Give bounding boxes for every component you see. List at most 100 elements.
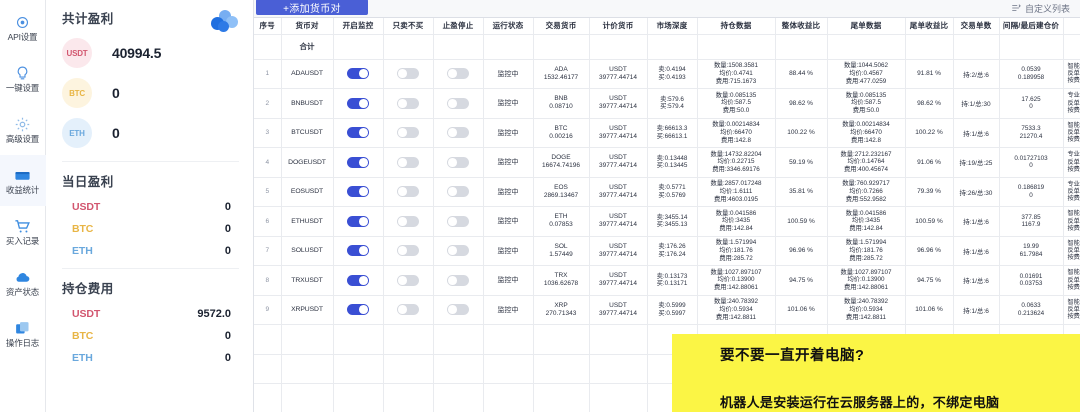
tp-stop-toggle[interactable] <box>447 68 469 80</box>
row-pair[interactable]: BNBUSDT <box>281 88 334 119</box>
col-market-depth[interactable]: 市场深度 <box>647 18 698 35</box>
sidebar-item-one-key-settings[interactable]: 一键设置 <box>0 53 46 104</box>
row-run-status: 监控中 <box>483 118 534 148</box>
row-trade-coin: SOL 1.57449 <box>533 236 590 266</box>
table-row[interactable]: 1 ADAUSDT 监控中 ADA 1532.46177 USDT 39777.44… <box>254 59 1080 89</box>
custom-list-button[interactable]: 自定义列表 <box>1011 2 1070 15</box>
sell-only-toggle[interactable] <box>397 274 419 286</box>
row-sell-only-toggle-cell <box>383 206 434 237</box>
col-pair[interactable]: 货币对 <box>281 18 334 35</box>
monitor-toggle[interactable] <box>347 127 369 139</box>
col-setting-mode[interactable]: 设置模 <box>1063 18 1080 35</box>
monitor-toggle[interactable] <box>347 215 369 227</box>
sidebar-rail: API设置 一键设置 高级设置 <box>0 0 46 412</box>
tp-stop-toggle[interactable] <box>447 127 469 139</box>
row-index: 7 <box>254 236 282 266</box>
row-run-status: 监控中 <box>483 147 534 178</box>
sell-only-toggle[interactable] <box>397 68 419 80</box>
sidebar-item-advanced-settings[interactable]: 高级设置 <box>0 104 46 155</box>
col-order-count[interactable]: 交易单数 <box>953 18 1000 35</box>
row-pair[interactable]: XRPUSDT <box>281 295 334 325</box>
sell-only-toggle[interactable] <box>397 97 419 109</box>
sidebar-item-api-settings[interactable]: API设置 <box>0 2 46 53</box>
col-tp-stop[interactable]: 止盈停止 <box>433 18 484 35</box>
row-total-ratio: 35.81 % <box>775 177 828 207</box>
row-pair[interactable]: TRXUSDT <box>281 265 334 296</box>
sell-only-toggle[interactable] <box>397 156 419 168</box>
row-pair[interactable]: ADAUSDT <box>281 59 334 89</box>
row-tp-stop-toggle-cell <box>433 59 484 89</box>
table-row[interactable]: 2 BNBUSDT 监控中 BNB 0.08710 USDT 39777.44714… <box>254 88 1080 119</box>
monitor-toggle[interactable] <box>347 156 369 168</box>
sidebar-item-operation-log[interactable]: 操作日志 <box>0 308 46 359</box>
row-tp-stop-toggle-cell <box>433 265 484 296</box>
row-trade-coin: ETH 0.07853 <box>533 206 590 237</box>
today-profit-card: 当日盈利 USDT 0 BTC 0 ETH 0 <box>62 162 239 269</box>
row-gap-last-price: 377.85 1167.9 <box>999 206 1064 237</box>
holding-cost-card: 持仓费用 USDT 9572.0 BTC 0 ETH 0 <box>62 269 239 375</box>
monitor-toggle[interactable] <box>347 304 369 316</box>
col-holding-data[interactable]: 持仓数据 <box>697 18 776 35</box>
table-row[interactable]: 3 BTCUSDT 监控中 BTC 0.00216 USDT 39777.44714… <box>254 118 1080 148</box>
table-row[interactable]: 4 DOGEUSDT 监控中 DOGE 16674.74196 USDT 39777… <box>254 147 1080 178</box>
row-quote-coin: USDT 39777.44714 <box>589 206 648 237</box>
row-tail-ratio: 94.75 % <box>905 265 954 296</box>
col-index[interactable]: 序号 <box>254 18 282 35</box>
total-profit-usdt-value: 40994.5 <box>112 45 162 61</box>
row-market-depth: 卖:176.26 买:176.24 <box>647 236 698 266</box>
sidebar-item-buy-records[interactable]: 买入记录 <box>0 206 46 257</box>
total-profit-eth-value: 0 <box>112 125 120 141</box>
tp-stop-toggle[interactable] <box>447 245 469 257</box>
settings-gear-icon <box>14 116 31 133</box>
row-pair[interactable]: ETHUSDT <box>281 206 334 237</box>
row-trade-coin: BTC 0.00216 <box>533 118 590 148</box>
sidebar-item-profit-stats[interactable]: 收益统计 <box>0 155 46 206</box>
col-trade-coin[interactable]: 交易货币 <box>533 18 590 35</box>
sell-only-toggle[interactable] <box>397 215 419 227</box>
sidebar-item-asset-status[interactable]: 资产状态 <box>0 257 46 308</box>
col-monitor[interactable]: 开启监控 <box>333 18 384 35</box>
main-panel: +添加货币对 自定义列表 <box>254 0 1080 412</box>
row-index: 3 <box>254 118 282 148</box>
row-pair[interactable]: BTCUSDT <box>281 118 334 148</box>
today-profit-row-eth: ETH 0 <box>62 240 239 262</box>
table-row[interactable]: 5 EOSUSDT 监控中 EOS 2869.13467 USDT 39777.44… <box>254 177 1080 207</box>
col-gap-last-price[interactable]: 间隔/最后建仓价 <box>999 18 1064 35</box>
holding-eth-value: 0 <box>224 352 231 364</box>
currency-pair-table-wrapper[interactable]: 序号 货币对 开启监控 只卖不买 止盈停止 运行状态 交易货币 计价货币 市场深… <box>254 17 1080 412</box>
row-pair[interactable]: SOLUSDT <box>281 236 334 266</box>
row-setting-mode: 智能 大反单均按费用 <box>1063 59 1080 89</box>
table-row[interactable]: 9 XRPUSDT 监控中 XRP 270.71343 USDT 39777.447… <box>254 295 1080 325</box>
col-run-status[interactable]: 运行状态 <box>483 18 534 35</box>
add-currency-pair-button[interactable]: +添加货币对 <box>256 0 368 15</box>
table-row[interactable]: 8 TRXUSDT 监控中 TRX 1036.62678 USDT 39777.44… <box>254 265 1080 296</box>
tp-stop-toggle[interactable] <box>447 156 469 168</box>
monitor-toggle[interactable] <box>347 186 369 198</box>
col-quote-coin[interactable]: 计价货币 <box>589 18 648 35</box>
row-order-count: 持:1/总:6 <box>953 118 1000 148</box>
row-tail-ratio: 101.06 % <box>905 295 954 325</box>
monitor-toggle[interactable] <box>347 97 369 109</box>
monitor-toggle[interactable] <box>347 274 369 286</box>
tp-stop-toggle[interactable] <box>447 304 469 316</box>
sell-only-toggle[interactable] <box>397 186 419 198</box>
col-sell-only[interactable]: 只卖不买 <box>383 18 434 35</box>
monitor-toggle[interactable] <box>347 245 369 257</box>
table-row[interactable]: 6 ETHUSDT 监控中 ETH 0.07853 USDT 39777.44714… <box>254 206 1080 237</box>
monitor-toggle[interactable] <box>347 68 369 80</box>
col-tail-data[interactable]: 尾单数据 <box>827 18 906 35</box>
sell-only-toggle[interactable] <box>397 127 419 139</box>
tp-stop-toggle[interactable] <box>447 97 469 109</box>
col-tail-ratio[interactable]: 尾单收益比 <box>905 18 954 35</box>
table-row[interactable]: 7 SOLUSDT 监控中 SOL 1.57449 USDT 39777.44714… <box>254 236 1080 266</box>
row-pair[interactable]: DOGEUSDT <box>281 147 334 178</box>
row-monitor-toggle-cell <box>333 177 384 207</box>
tp-stop-toggle[interactable] <box>447 215 469 227</box>
tp-stop-toggle[interactable] <box>447 186 469 198</box>
tp-stop-toggle[interactable] <box>447 274 469 286</box>
row-tail-data: 数量:0.085135 均价:587.5 费用:50.0 <box>827 88 906 119</box>
sell-only-toggle[interactable] <box>397 304 419 316</box>
row-pair[interactable]: EOSUSDT <box>281 177 334 207</box>
col-total-ratio[interactable]: 整体收益比 <box>775 18 828 35</box>
sell-only-toggle[interactable] <box>397 245 419 257</box>
